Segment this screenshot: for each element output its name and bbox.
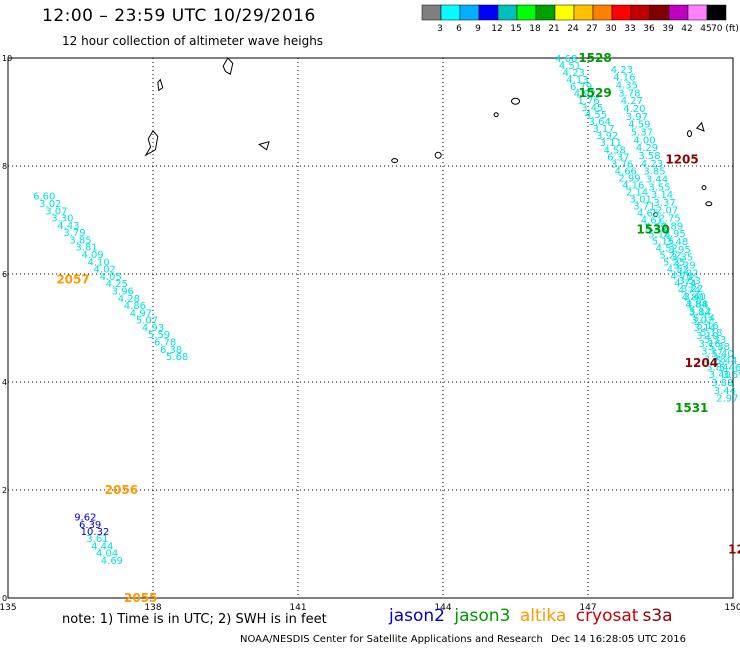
color-swatch	[555, 5, 574, 20]
pass-time-label: 2056	[105, 483, 138, 497]
legend-jason3: jason3	[454, 606, 510, 626]
lon-tick-label: 150	[724, 603, 740, 613]
color-scale-label: 39	[662, 24, 674, 34]
color-swatch	[498, 5, 517, 20]
color-swatch	[479, 5, 498, 20]
color-swatch	[631, 5, 650, 20]
island-ngulu	[158, 80, 163, 91]
island-outline	[688, 131, 692, 137]
color-swatch	[460, 5, 479, 20]
color-scale-label: 21	[548, 24, 559, 34]
pass-time-label: 1529	[578, 86, 611, 100]
lat-tick-label: 2	[2, 486, 7, 495]
pass-time-label: 1531	[675, 401, 708, 415]
generation-timestamp: Dec 14 16:28:05 UTC 2016	[551, 634, 686, 645]
lon-tick-label: 135	[0, 603, 17, 613]
legend-altika: altika	[520, 606, 567, 626]
island-outline	[512, 98, 520, 104]
color-scale-label: 12	[491, 24, 502, 34]
color-swatch	[422, 5, 441, 20]
color-scale-label: 45	[700, 24, 711, 34]
color-scale-bar: 3 6 9 12 15 18 21 24 27 30 33 36 39 42 45 70 (ft)	[0, 0, 740, 40]
color-scale-label: 30	[605, 24, 617, 34]
pass-time-label: 12	[728, 542, 740, 556]
pass-time-label: 1204	[685, 356, 718, 370]
color-scale-label: 70 (ft)	[711, 24, 739, 34]
color-swatch	[517, 5, 536, 20]
pass-time-label: 1530	[636, 223, 669, 237]
color-scale-label: 42	[681, 24, 692, 34]
island-outline	[706, 202, 712, 206]
legend-jason2: jason2	[389, 606, 445, 626]
color-swatch	[688, 5, 707, 20]
color-swatch	[574, 5, 593, 20]
pass-time-label: 2055	[124, 591, 157, 605]
color-scale-label: 18	[529, 24, 541, 34]
lat-tick-label: 10	[2, 54, 12, 63]
island-yap	[223, 58, 233, 74]
color-swatch	[441, 5, 460, 20]
pass-time-label: 1528	[578, 51, 611, 65]
wave-height-value: 5.68	[166, 352, 188, 363]
color-scale-label: 27	[586, 24, 597, 34]
color-swatch	[669, 5, 688, 20]
color-scale-label: 15	[510, 24, 521, 34]
color-swatch	[612, 5, 631, 20]
color-scale-label: 9	[475, 24, 481, 34]
color-swatch	[536, 5, 555, 20]
island-outline	[702, 186, 706, 190]
color-scale-label: 6	[456, 24, 462, 34]
color-scale-label: 36	[643, 24, 655, 34]
credit-line: NOAA/NESDIS Center for Satellite Applica…	[240, 634, 543, 645]
color-swatch	[707, 5, 726, 20]
color-scale-label: 24	[567, 24, 579, 34]
lat-tick-label: 8	[2, 162, 7, 171]
island-ulithi	[259, 142, 269, 150]
color-swatch	[650, 5, 669, 20]
island-chuuk	[697, 123, 704, 131]
color-scale-label: 33	[624, 24, 635, 34]
pass-time-label: 1205	[665, 153, 698, 167]
lat-tick-label: 0	[2, 594, 7, 603]
island-outline	[435, 152, 441, 158]
island-palau	[146, 131, 158, 155]
wave-height-value: 2.97	[716, 394, 738, 405]
legend-s3a: s3a	[642, 606, 672, 626]
island-outline	[494, 113, 498, 117]
wave-height-value: 4.69	[101, 556, 123, 567]
color-scale-label: 3	[437, 24, 443, 34]
satellite-legend: jason2 jason3 altika cryosat s3a	[389, 606, 677, 626]
legend-cryosat: cryosat	[576, 606, 639, 626]
lat-tick-label: 4	[2, 378, 7, 387]
map-frame	[8, 58, 733, 598]
island-outline	[392, 159, 398, 163]
units-note: note: 1) Time is in UTC; 2) SWH is in fe…	[62, 612, 327, 627]
color-swatch	[593, 5, 612, 20]
lat-tick-label: 6	[2, 270, 7, 279]
altimeter-map: 135 138 141 144 147 15002468106.603.023.073.3…	[0, 0, 740, 650]
pass-time-label: 2057	[56, 272, 89, 286]
